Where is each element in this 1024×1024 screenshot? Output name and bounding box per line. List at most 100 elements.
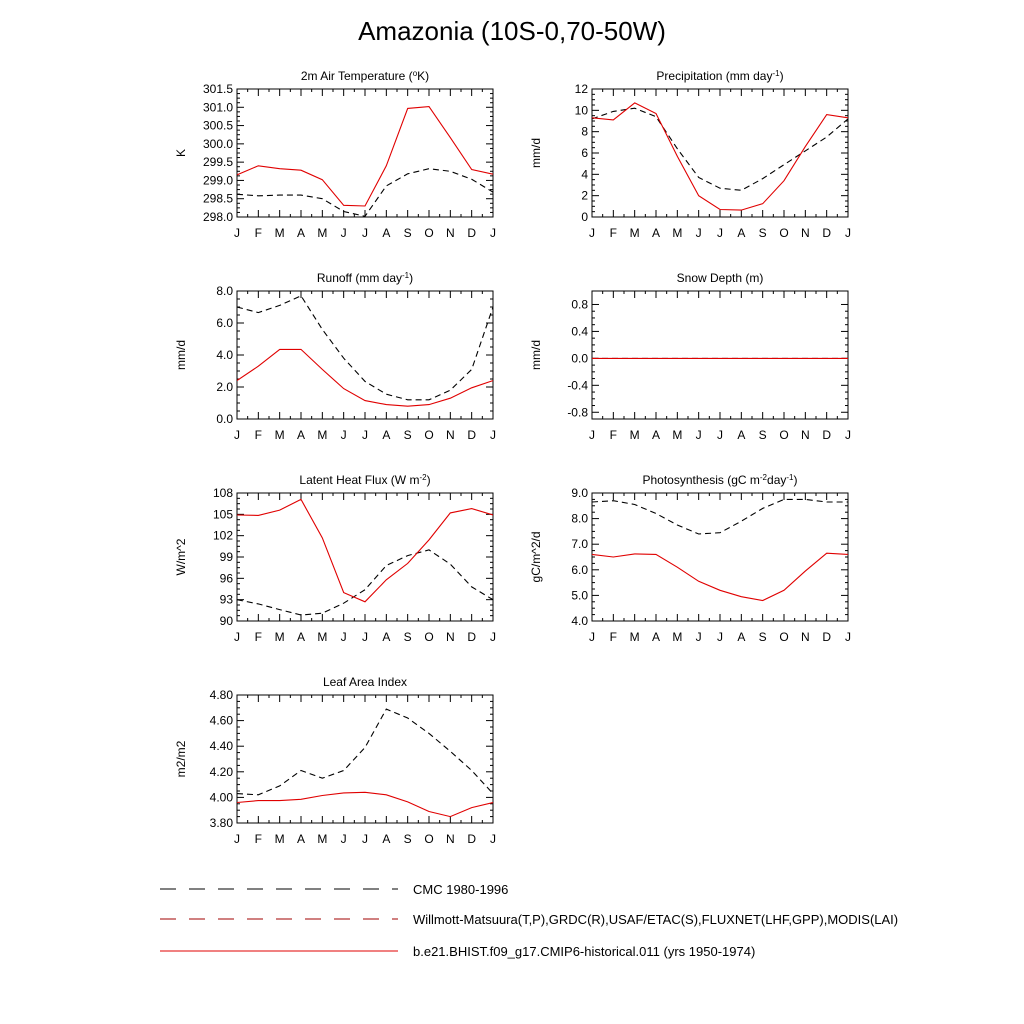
y-tick-label: 300.0 (203, 137, 233, 151)
x-tick-label: J (341, 832, 347, 846)
y-tick-label: 300.5 (203, 119, 233, 133)
x-tick-label: A (382, 226, 390, 240)
y-tick-label: 10 (575, 103, 589, 117)
panel-title-superscript: -1 (772, 69, 780, 78)
x-tick-label: J (589, 226, 595, 240)
model-series-line (237, 106, 493, 207)
chart-panel-2: J F M A M J J A S O N D J024681012mm/dPrecipitation … (529, 69, 851, 241)
x-tick-label: M (672, 630, 682, 644)
observation-series-line (237, 549, 493, 616)
y-axis-label: m2/m2 (174, 740, 188, 777)
x-tick-label: J (341, 630, 347, 644)
model-series-line (237, 348, 493, 407)
panel-title: Leaf Area Index (323, 675, 407, 689)
y-tick-label: 4.20 (210, 765, 234, 779)
x-tick-label: D (467, 226, 476, 240)
x-tick-label: A (297, 630, 305, 644)
plot-frame (591, 290, 849, 420)
x-tick-label: S (404, 630, 412, 644)
y-axis-label: mm/d (529, 138, 543, 168)
y-tick-label: 102 (213, 529, 233, 543)
x-tick-label: A (382, 630, 390, 644)
panel-title: Runoff (mm day-1) (317, 271, 413, 286)
plot-frame (236, 694, 494, 824)
x-tick-label: O (779, 630, 788, 644)
x-tick-label: M (275, 226, 285, 240)
x-tick-label: A (737, 428, 745, 442)
model-series-line (592, 102, 848, 211)
observation-series-line (237, 708, 493, 796)
y-axis-label: mm/d (529, 340, 543, 370)
legend-label-3: b.e21.BHIST.f09_g17.CMIP6-historical.011… (413, 944, 755, 959)
x-tick-label: A (382, 832, 390, 846)
panel-title-text: day (767, 473, 786, 487)
x-tick-label: J (696, 630, 702, 644)
legend-label-1: CMC 1980-1996 (413, 882, 508, 897)
y-tick-label: 93 (220, 593, 234, 607)
chart-panel-7: J F M A M J J A S O N D J3.804.004.204.404.604.80m2/… (174, 675, 496, 846)
y-tick-label: 301.0 (203, 100, 233, 114)
y-tick-label: 4.40 (210, 739, 234, 753)
panel-title-text: ) (794, 473, 798, 487)
x-tick-label: J (234, 226, 240, 240)
x-tick-label: J (717, 226, 723, 240)
y-tick-label: 2 (581, 189, 588, 203)
y-tick-label: -0.8 (567, 405, 588, 419)
y-tick-label: 6.0 (216, 316, 233, 330)
y-tick-label: 4.0 (216, 348, 233, 362)
x-tick-label: J (490, 630, 496, 644)
y-tick-label: 0.4 (571, 324, 588, 338)
x-tick-label: A (652, 428, 660, 442)
y-tick-label: 8.0 (216, 284, 233, 298)
observation-series-line (592, 107, 848, 191)
x-tick-label: D (467, 428, 476, 442)
chart-panel-6: J F M A M J J A S O N D J4.05.06.07.08.09.0gC/m^2/dP… (529, 473, 851, 645)
x-tick-label: J (234, 832, 240, 846)
panel-title-superscript: -2 (760, 473, 768, 482)
x-tick-label: F (255, 630, 262, 644)
y-tick-label: 299.5 (203, 155, 233, 169)
panel-title-text: ) (780, 69, 784, 83)
x-tick-label: N (801, 630, 810, 644)
x-tick-label: O (424, 428, 433, 442)
panel-title-text: Latent Heat Flux (W m (299, 473, 419, 487)
x-tick-label: M (630, 630, 640, 644)
x-tick-label: A (297, 832, 305, 846)
y-axis-label: W/m^2 (174, 538, 188, 575)
x-tick-label: O (779, 428, 788, 442)
x-tick-label: J (589, 630, 595, 644)
panel-title-superscript: -1 (786, 473, 794, 482)
x-tick-label: N (446, 832, 455, 846)
x-tick-label: A (652, 226, 660, 240)
legend-label-2: Willmott-Matsuura(T,P),GRDC(R),USAF/ETAC… (413, 912, 898, 927)
x-tick-label: F (610, 428, 617, 442)
y-tick-label: 105 (213, 507, 233, 521)
y-tick-label: 9.0 (571, 486, 588, 500)
x-tick-label: M (275, 428, 285, 442)
x-tick-label: M (317, 630, 327, 644)
y-tick-label: 90 (220, 614, 234, 628)
y-axis-label: mm/d (174, 340, 188, 370)
panel-title-text: Leaf Area Index (323, 675, 407, 689)
panel-title: Latent Heat Flux (W m-2) (299, 473, 430, 488)
panel-title-text: ) (409, 271, 413, 285)
x-tick-label: S (404, 832, 412, 846)
model-series-line (237, 791, 493, 818)
x-tick-label: J (490, 428, 496, 442)
panel-title-text: 2m Air Temperature ( (301, 69, 413, 83)
panel-title: Precipitation (mm day-1) (656, 69, 783, 84)
y-tick-label: 4 (581, 167, 588, 181)
panel-title: Snow Depth (m) (677, 271, 764, 285)
x-tick-label: D (822, 428, 831, 442)
y-tick-label: 298.5 (203, 192, 233, 206)
x-tick-label: A (737, 226, 745, 240)
panel-title-text: Precipitation (mm day (656, 69, 772, 83)
chart-panel-1: J F M A M J J A S O N D J298.0298.5299.0299.5300.030… (174, 69, 496, 241)
plot-frame (591, 88, 849, 218)
x-tick-label: J (362, 226, 368, 240)
y-tick-label: 8 (581, 125, 588, 139)
x-tick-label: F (255, 226, 262, 240)
x-tick-label: O (424, 832, 433, 846)
